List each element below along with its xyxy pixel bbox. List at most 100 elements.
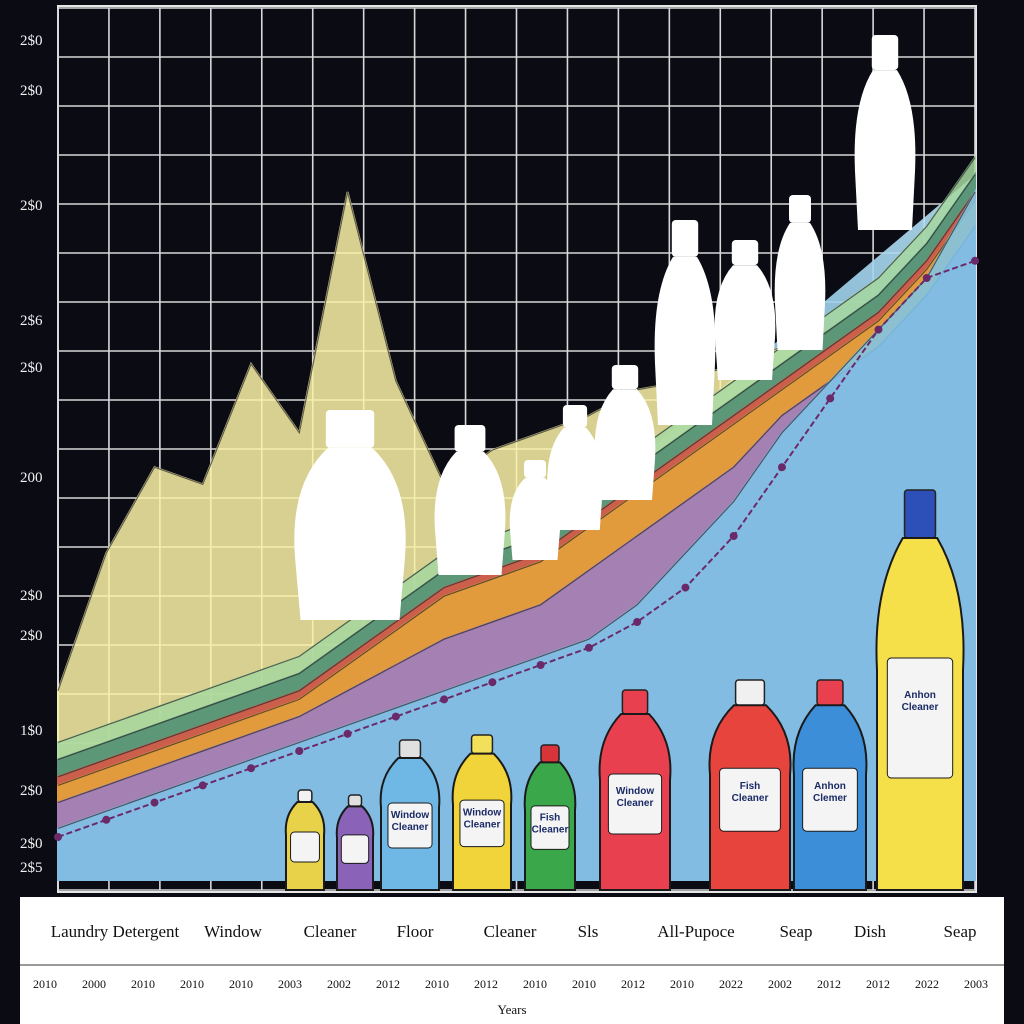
cleaner-bottle-icon <box>284 789 326 891</box>
product-bottles: WindowCleanerWindowCleanerFishCleanerWin… <box>284 489 965 891</box>
white-bottle-icon <box>509 460 561 560</box>
marker-point <box>536 661 545 669</box>
white-bottle-icon <box>854 35 916 230</box>
x-tick-label: 2012 <box>621 977 645 991</box>
bottle-label: Cleaner <box>617 798 654 809</box>
category-label: Window <box>204 922 263 941</box>
x-tick-label: 2010 <box>33 977 57 991</box>
bottle-label: Window <box>616 786 654 797</box>
marker-point <box>488 678 497 687</box>
y-tick-label: 2$0 <box>20 836 43 852</box>
area-series-outline <box>57 200 976 786</box>
white-bottle-icon <box>654 220 716 425</box>
marker-point <box>777 463 786 472</box>
bottle-label: Cleaner <box>464 820 501 831</box>
bottle-label: Cleaner <box>532 824 569 835</box>
y-tick-label: 2$0 <box>20 628 43 644</box>
y-tick-label: 2$0 <box>20 83 43 99</box>
y-tick-label: 2$0 <box>20 33 43 49</box>
marker-point <box>633 618 642 626</box>
bottle-label: Fish <box>740 781 761 792</box>
bottle-label: Anhon <box>904 690 936 701</box>
y-tick-label: 2$6 <box>20 313 43 329</box>
x-tick-label: 2000 <box>82 977 106 991</box>
category-label: Floor <box>397 922 434 941</box>
white-bottle-silhouettes <box>294 35 916 620</box>
marker-point <box>826 394 835 403</box>
area-series-outline <box>57 226 976 804</box>
bottle-label: Cleaner <box>902 702 939 713</box>
marker-point <box>440 695 449 704</box>
white-bottle-icon <box>774 195 826 350</box>
y-tick-label: 2$0 <box>20 360 43 376</box>
x-tick-label: 2003 <box>964 977 988 991</box>
y-tick-label: 2$0 <box>20 783 43 799</box>
x-axis-label: Years <box>497 1002 526 1017</box>
marker-point <box>391 712 400 721</box>
marker-series-line <box>57 259 976 838</box>
x-tick-label: 2022 <box>915 977 939 991</box>
x-tick-label: 2012 <box>817 977 841 991</box>
y-tick-label: 2$5 <box>20 860 43 876</box>
marker-point <box>54 833 62 841</box>
bottle-label: Fish <box>540 812 561 823</box>
marker-point <box>584 643 593 652</box>
x-tick-label: 2010 <box>229 977 253 991</box>
x-tick-label: 2022 <box>719 977 743 991</box>
x-tick-label: 2012 <box>866 977 890 991</box>
bottle-label: Anhon <box>814 781 846 792</box>
x-tick-label: 2002 <box>327 977 351 991</box>
marker-point <box>102 815 111 824</box>
bottle-label: Clemer <box>813 793 847 804</box>
x-tick-label: 2010 <box>572 977 596 991</box>
bottle-label: Window <box>463 808 501 819</box>
x-tick-label: 2012 <box>474 977 498 991</box>
white-bottle-icon <box>547 405 603 530</box>
category-label: Dish <box>854 922 887 941</box>
category-label: Seap <box>779 922 812 941</box>
category-label: Laundry Detergent <box>51 922 180 941</box>
marker-point <box>150 798 159 807</box>
x-tick-label: 2010 <box>523 977 547 991</box>
marker-point <box>729 532 738 540</box>
y-tick-label: 2$0 <box>20 198 43 214</box>
category-label: Cleaner <box>304 922 357 941</box>
category-label: Sls <box>578 922 599 941</box>
bottle-label: Cleaner <box>732 793 769 804</box>
area-series-outline <box>57 191 976 778</box>
x-axis-panel <box>20 897 1004 1024</box>
y-tick-labels: 2$0 2$0 2$0 2$6 2$0 200 2$0 2$0 1$0 2$0 2$0 2$5 <box>20 33 43 876</box>
bottle-label: Window <box>391 810 429 821</box>
x-tick-label: 2002 <box>768 977 792 991</box>
x-tick-label: 2010 <box>425 977 449 991</box>
x-tick-label: 2010 <box>131 977 155 991</box>
marker-point <box>681 583 690 592</box>
x-tick-label: 2012 <box>376 977 400 991</box>
y-tick-label: 2$0 <box>20 588 43 604</box>
marker-point <box>971 256 979 265</box>
marker-point <box>922 274 931 282</box>
white-bottle-icon <box>294 410 406 620</box>
marker-point <box>343 729 352 738</box>
white-bottle-icon <box>594 365 656 500</box>
category-labels: Laundry Detergent Window Cleaner Floor Clean… <box>51 922 977 941</box>
bottle-label: Cleaner <box>392 822 429 833</box>
marker-point <box>247 764 256 773</box>
marker-point <box>874 325 883 334</box>
x-tick-label: 2010 <box>670 977 694 991</box>
cleaner-bottle-icon <box>335 794 375 891</box>
category-label: Cleaner <box>484 922 537 941</box>
y-tick-label: 200 <box>20 470 43 486</box>
area-series-outline <box>57 191 976 829</box>
category-label: Seap <box>943 922 976 941</box>
marker-series <box>54 256 979 841</box>
white-bottle-icon <box>434 425 506 575</box>
